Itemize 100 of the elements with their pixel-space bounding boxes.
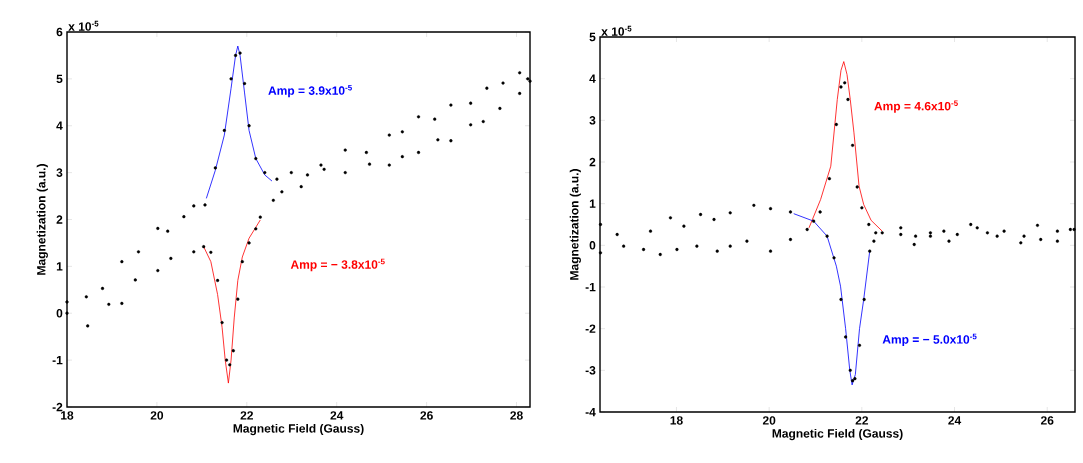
y-tick-label: 0: [56, 309, 63, 318]
point: [518, 71, 522, 75]
point: [242, 81, 247, 86]
y-tick-label: 4: [589, 74, 596, 83]
point: [343, 148, 347, 152]
point: [844, 335, 848, 339]
x-tick-label: 20: [150, 411, 164, 420]
point: [818, 210, 822, 214]
y-tick-label: -2: [52, 402, 63, 412]
text: x 10$^{-5}$: [601, 25, 632, 36]
point: [254, 227, 258, 231]
point: [247, 241, 251, 245]
point: [280, 190, 284, 194]
y-tick-label: 1: [589, 199, 596, 208]
point: [84, 295, 88, 299]
point: [416, 150, 421, 155]
point: [220, 321, 224, 325]
point: [728, 211, 732, 215]
point: [481, 119, 485, 124]
x-tick-label: 26: [420, 411, 433, 420]
point: [832, 256, 836, 260]
point: [400, 130, 404, 134]
x-tick-label: 20: [762, 416, 776, 425]
point: [928, 231, 933, 235]
point: [202, 245, 206, 249]
point: [271, 198, 275, 202]
point: [343, 171, 347, 175]
point: [860, 206, 864, 210]
point: [788, 237, 793, 242]
x-tick-label: 26: [1040, 416, 1054, 425]
point: [166, 229, 170, 233]
annotation: Amp = − 5.0x10$^{-5}$: [882, 333, 977, 347]
point: [387, 163, 391, 167]
x-tick-label: 18: [670, 416, 683, 425]
point: [715, 249, 719, 253]
y-tick-label: 5: [56, 74, 63, 84]
point: [231, 349, 235, 353]
x-tick-label: 24: [948, 416, 962, 425]
point: [1068, 227, 1072, 232]
point: [156, 268, 160, 273]
point: [518, 91, 522, 95]
point: [712, 217, 716, 222]
y-tick-label: -2: [585, 324, 596, 333]
point: [364, 150, 368, 155]
point: [433, 117, 437, 121]
point: [100, 286, 105, 291]
point: [745, 239, 749, 243]
point: [668, 216, 673, 220]
point: [107, 302, 111, 306]
point: [846, 97, 850, 102]
annotation: Amp = 4.6x10$^{-5}$: [874, 100, 958, 113]
point: [850, 143, 855, 147]
point: [367, 162, 372, 166]
point: [169, 256, 173, 260]
y-tick-label: -1: [52, 356, 63, 365]
y-tick-label: 3: [56, 168, 63, 177]
point: [192, 250, 196, 254]
point: [86, 324, 90, 328]
point: [275, 177, 279, 181]
y-tick-label: -3: [585, 366, 596, 375]
point: [501, 81, 505, 85]
point: [449, 139, 453, 143]
point: [222, 128, 226, 133]
point: [209, 250, 213, 254]
point: [319, 163, 323, 167]
point: [995, 234, 999, 238]
point: [182, 215, 186, 219]
point: [240, 260, 244, 264]
point: [233, 53, 238, 58]
point: [768, 207, 773, 211]
point: [65, 311, 69, 315]
point: [322, 167, 326, 171]
point: [862, 297, 866, 302]
point: [485, 86, 489, 90]
point: [805, 227, 809, 232]
y-tick-label: 2: [589, 157, 596, 167]
y-tick-label: 4: [56, 121, 63, 130]
point: [387, 133, 391, 137]
point: [436, 138, 440, 142]
y-tick-label: 5: [589, 32, 596, 42]
x-axis-title: Magnetic Field (Gauss): [772, 428, 903, 441]
point: [213, 166, 217, 170]
point: [969, 222, 973, 227]
point: [1002, 229, 1006, 233]
point: [1035, 223, 1040, 227]
x-tick-label: 18: [61, 411, 74, 420]
x-tick-label: 22: [240, 411, 253, 420]
point: [258, 215, 262, 219]
point: [615, 232, 619, 237]
point: [641, 247, 646, 252]
point: [752, 203, 756, 207]
point: [192, 204, 196, 208]
point: [867, 222, 871, 227]
point: [728, 244, 732, 248]
point: [224, 358, 229, 362]
point: [912, 242, 916, 247]
point: [238, 51, 242, 55]
point: [843, 81, 847, 85]
y-tick-label: -1: [585, 282, 596, 292]
point: [598, 222, 603, 227]
